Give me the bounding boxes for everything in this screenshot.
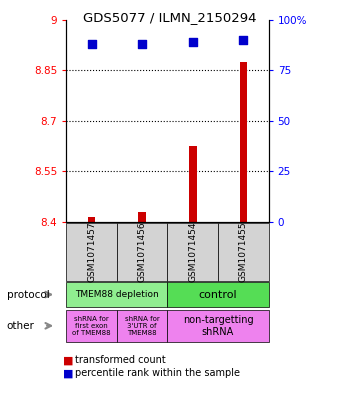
Text: transformed count: transformed count [75,355,166,365]
Point [190,39,196,45]
Text: GSM1071454: GSM1071454 [188,222,197,282]
Text: shRNA for
3'UTR of
TMEM88: shRNA for 3'UTR of TMEM88 [125,316,159,336]
Text: other: other [7,321,35,331]
Bar [239,62,247,222]
Bar [189,146,197,222]
Point [241,37,246,43]
Text: ■: ■ [63,355,73,365]
Text: GSM1071457: GSM1071457 [87,222,96,282]
Point [139,41,145,47]
Text: non-targetting
shRNA: non-targetting shRNA [183,315,253,336]
Text: ■: ■ [63,368,73,378]
Text: GDS5077 / ILMN_2150294: GDS5077 / ILMN_2150294 [83,11,257,24]
Text: GSM1071456: GSM1071456 [138,222,147,282]
Text: shRNA for
first exon
of TMEM88: shRNA for first exon of TMEM88 [72,316,111,336]
Text: control: control [199,290,237,299]
Text: percentile rank within the sample: percentile rank within the sample [75,368,240,378]
Text: GSM1071455: GSM1071455 [239,222,248,282]
Text: TMEM88 depletion: TMEM88 depletion [75,290,159,299]
Bar [138,212,146,222]
Point [89,41,94,47]
Text: protocol: protocol [7,290,50,299]
Bar [88,217,96,222]
